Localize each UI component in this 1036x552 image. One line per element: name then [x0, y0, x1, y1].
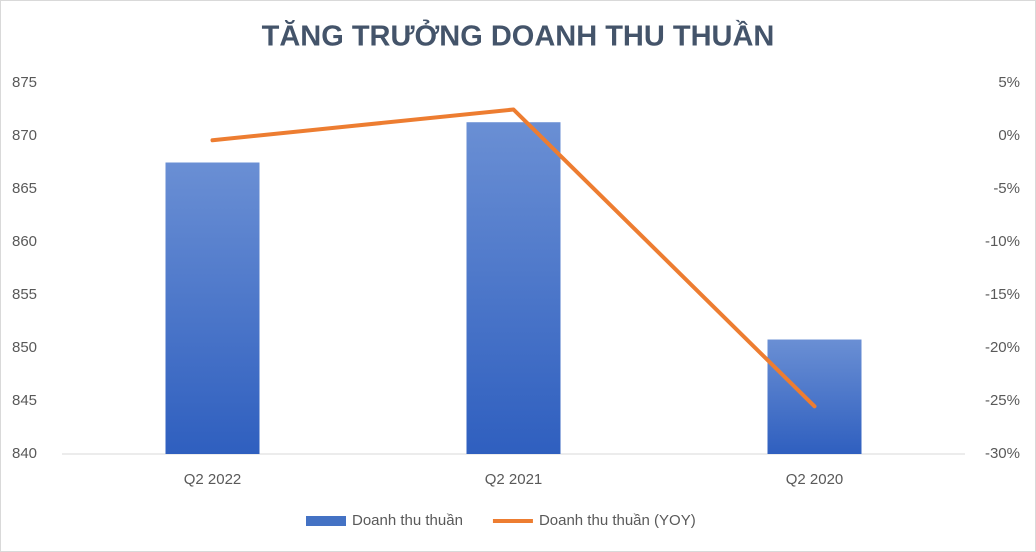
y-tick-label: 840	[12, 445, 37, 462]
chart-title: TĂNG TRƯỞNG DOANH THU THUẦN	[262, 19, 775, 53]
y2-tick-label: 5%	[998, 74, 1020, 91]
y-tick-label: 870	[12, 127, 37, 144]
x-tick-label: Q2 2020	[786, 471, 844, 488]
y-tick-label: 855	[12, 286, 37, 303]
y-tick-label: 875	[12, 74, 37, 91]
line	[210, 107, 817, 409]
y2-tick-label: 0%	[998, 127, 1020, 144]
bar	[767, 339, 862, 454]
y2-tick-label: -10%	[985, 233, 1020, 250]
bar	[466, 122, 561, 454]
bar	[165, 162, 260, 454]
legend-label: Doanh thu thuần (YOY)	[539, 512, 696, 529]
legend-swatch	[306, 516, 346, 526]
legend-label: Doanh thu thuần	[352, 512, 463, 529]
y2-tick-label: -20%	[985, 339, 1020, 356]
y-tick-label: 850	[12, 339, 37, 356]
y-tick-label: 860	[12, 233, 37, 250]
y-tick-label: 845	[12, 392, 37, 409]
x-tick-label: Q2 2022	[184, 471, 242, 488]
y2-tick-label: -15%	[985, 286, 1020, 303]
y-tick-label: 865	[12, 180, 37, 197]
y2-tick-label: -5%	[993, 180, 1020, 197]
y2-tick-label: -30%	[985, 445, 1020, 462]
x-tick-label: Q2 2021	[485, 471, 543, 488]
y2-tick-label: -25%	[985, 392, 1020, 409]
